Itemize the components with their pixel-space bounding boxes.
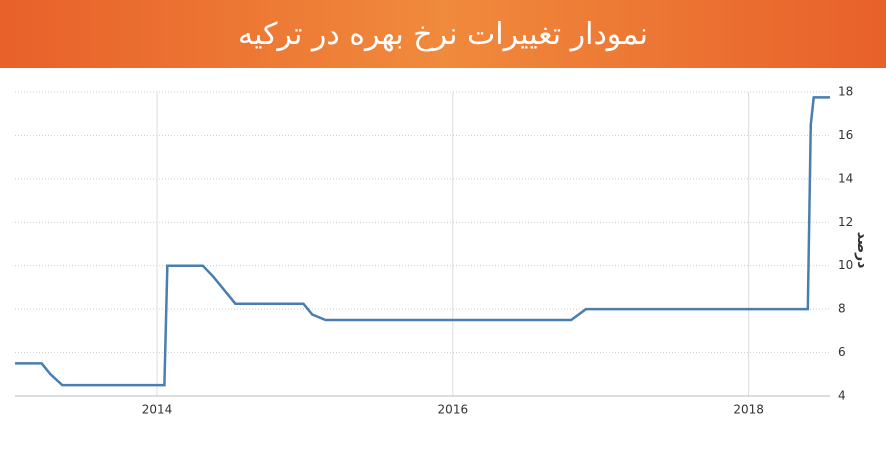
y-axis-label: درصد	[854, 232, 870, 269]
line-series	[15, 96, 830, 387]
y-tick-label: 8	[838, 302, 846, 316]
x-tick-label: 2014	[142, 403, 173, 417]
x-tick-label: 2018	[733, 403, 764, 417]
y-tick-label: 14	[838, 171, 853, 185]
y-tick-label: 12	[838, 215, 853, 229]
title-banner: نمودار تغییرات نرخ بهره در ترکیه	[0, 0, 886, 68]
x-tick-label: 2016	[438, 403, 469, 417]
y-tick-label: 10	[838, 258, 853, 272]
y-tick-label: 18	[838, 85, 853, 99]
y-tick-label: 6	[838, 345, 846, 359]
y-tick-label: 16	[838, 128, 853, 142]
y-tick-label: 4	[838, 389, 846, 403]
chart-title: نمودار تغییرات نرخ بهره در ترکیه	[238, 16, 648, 52]
